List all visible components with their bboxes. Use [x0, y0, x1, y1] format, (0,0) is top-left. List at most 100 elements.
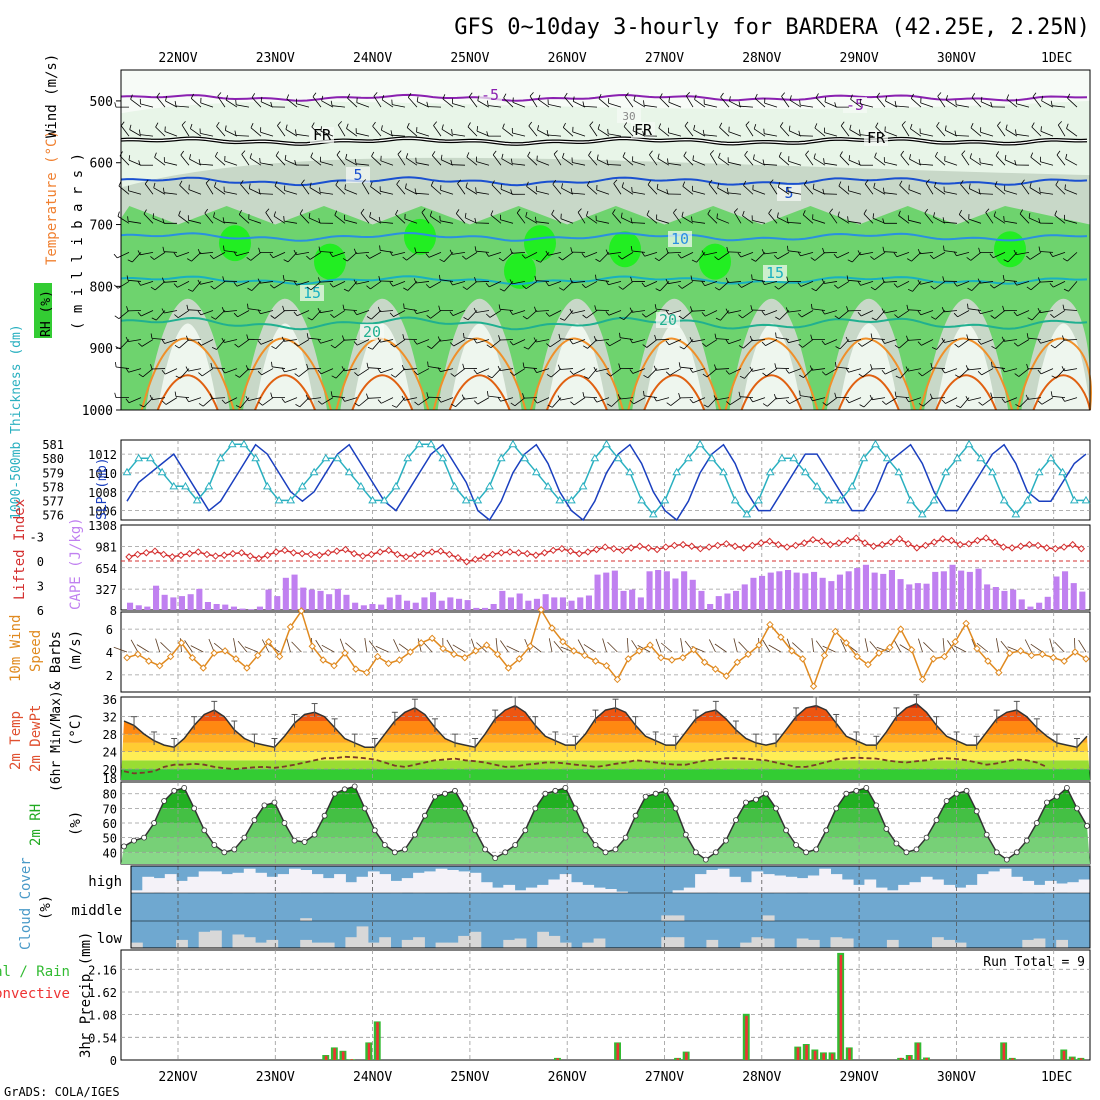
wind-barb-shaft — [981, 368, 994, 376]
wind10m-barb — [244, 646, 258, 653]
wind-barb-shaft — [248, 308, 262, 311]
wind-barb-shaft — [968, 308, 982, 311]
wind-barb-shaft — [800, 251, 814, 257]
wind-barb-feather — [426, 101, 429, 107]
wind-barb-shaft — [681, 216, 694, 224]
rh2m-marker — [572, 805, 579, 812]
cloud-cell-low — [796, 938, 809, 948]
wind-barb-shaft — [685, 95, 694, 108]
wind-barb-feather — [1054, 210, 1058, 216]
wind-barb-feather — [1013, 342, 1019, 347]
wind-barb-feather — [377, 399, 382, 404]
thickness-marker — [309, 467, 319, 476]
cloud-cell-high — [221, 874, 234, 893]
li-tick-label: 3 — [37, 579, 44, 593]
temp2m-unit: (°C) — [68, 712, 84, 746]
cape-bar — [992, 587, 999, 610]
wind-barb-feather — [773, 255, 778, 260]
li-marker — [653, 545, 661, 554]
precip-convective-bar — [899, 1057, 903, 1060]
wind-barb-shaft — [884, 131, 898, 137]
wind-barb-shaft — [776, 337, 790, 340]
wind-barb-feather — [407, 92, 412, 98]
wind-barb-feather — [114, 315, 120, 320]
wind-barb-feather — [882, 277, 885, 283]
wind-barb-shaft — [779, 310, 790, 320]
li-marker — [402, 553, 410, 561]
precip-convective-bar — [1011, 1058, 1014, 1060]
wind-barb-shaft — [583, 106, 598, 108]
cloud-cell-low — [232, 934, 245, 948]
wind-barb-shaft — [273, 281, 286, 289]
li-marker — [1025, 540, 1034, 549]
cape-bar — [248, 609, 255, 610]
wind-barb-shaft — [705, 339, 718, 347]
rh2m-marker — [592, 842, 599, 848]
wind-barb-shaft — [611, 397, 622, 407]
wind-barb-shaft — [802, 339, 814, 348]
wind-barb-shaft — [956, 104, 970, 108]
rh2m-marker — [823, 827, 830, 834]
wind-barb-feather — [749, 366, 753, 372]
cape-bar — [811, 571, 818, 610]
wind-barb-feather — [1051, 375, 1057, 379]
wind-barb-shaft — [812, 308, 826, 311]
thickness-marker — [216, 453, 225, 462]
wind-barb-shaft — [644, 395, 658, 399]
wind-barb-feather — [691, 259, 697, 263]
wind-barb-feather — [1037, 308, 1041, 313]
wind-barb-feather — [588, 150, 592, 156]
wind-barb-shaft — [621, 186, 634, 195]
wind-barb-feather — [295, 404, 300, 408]
wind-barb-feather — [281, 336, 285, 342]
wind-barb-shaft — [659, 97, 670, 108]
wind-barb-feather — [686, 92, 690, 97]
cape-bar — [352, 602, 359, 610]
wind-barb-feather — [726, 246, 729, 252]
wind-barb-feather — [546, 130, 549, 136]
cape-bar — [741, 584, 748, 610]
rh2m-marker — [773, 805, 779, 812]
wind-barb-feather — [857, 311, 862, 317]
wind-barb-shaft — [236, 104, 250, 108]
wind-barb-feather — [233, 251, 237, 256]
wind10m-marker — [875, 649, 883, 657]
wind10m-marker — [886, 643, 894, 652]
wind-barb-shaft — [847, 279, 862, 282]
wind-barb-feather — [768, 208, 772, 214]
rh2m-marker — [502, 849, 509, 856]
li-marker — [765, 537, 774, 546]
wind-barb-feather — [846, 306, 849, 312]
cloud-cell-low — [943, 939, 956, 948]
wind-barb-feather — [377, 368, 382, 374]
wind-barb-shaft — [684, 125, 694, 137]
cloud-cell-low — [401, 939, 414, 948]
wind-barb-feather — [834, 315, 840, 320]
wind10m-barb — [495, 638, 498, 653]
wind-barb-shaft — [993, 215, 1006, 224]
wind-barb-feather — [872, 213, 875, 219]
cloud-cell-low — [841, 938, 854, 948]
wind-barb-shaft — [860, 134, 874, 137]
wind-barb-feather — [305, 394, 309, 400]
thickness-marker — [227, 439, 237, 448]
wind10m-barb — [548, 638, 553, 653]
wind-barb-shaft — [536, 368, 550, 373]
cape-tick-label: 654 — [95, 562, 117, 576]
wind-barb-feather — [1026, 286, 1032, 291]
wind-barb-shaft — [432, 155, 442, 166]
wind-barb-shaft — [585, 281, 598, 289]
dry-lobe-inner — [741, 323, 802, 410]
wind-barb-shaft — [872, 397, 886, 401]
thickness-marker — [800, 467, 810, 476]
wind-barb-feather — [775, 316, 780, 320]
wind-barb-shaft — [335, 184, 346, 195]
wind-barb-shaft — [621, 252, 634, 260]
rh2m-marker — [432, 793, 438, 800]
wind10m-marker — [1006, 649, 1014, 657]
wind-barb-feather — [312, 92, 317, 98]
wind-barb-shaft — [691, 280, 706, 282]
wind-barb-shaft — [430, 185, 442, 195]
